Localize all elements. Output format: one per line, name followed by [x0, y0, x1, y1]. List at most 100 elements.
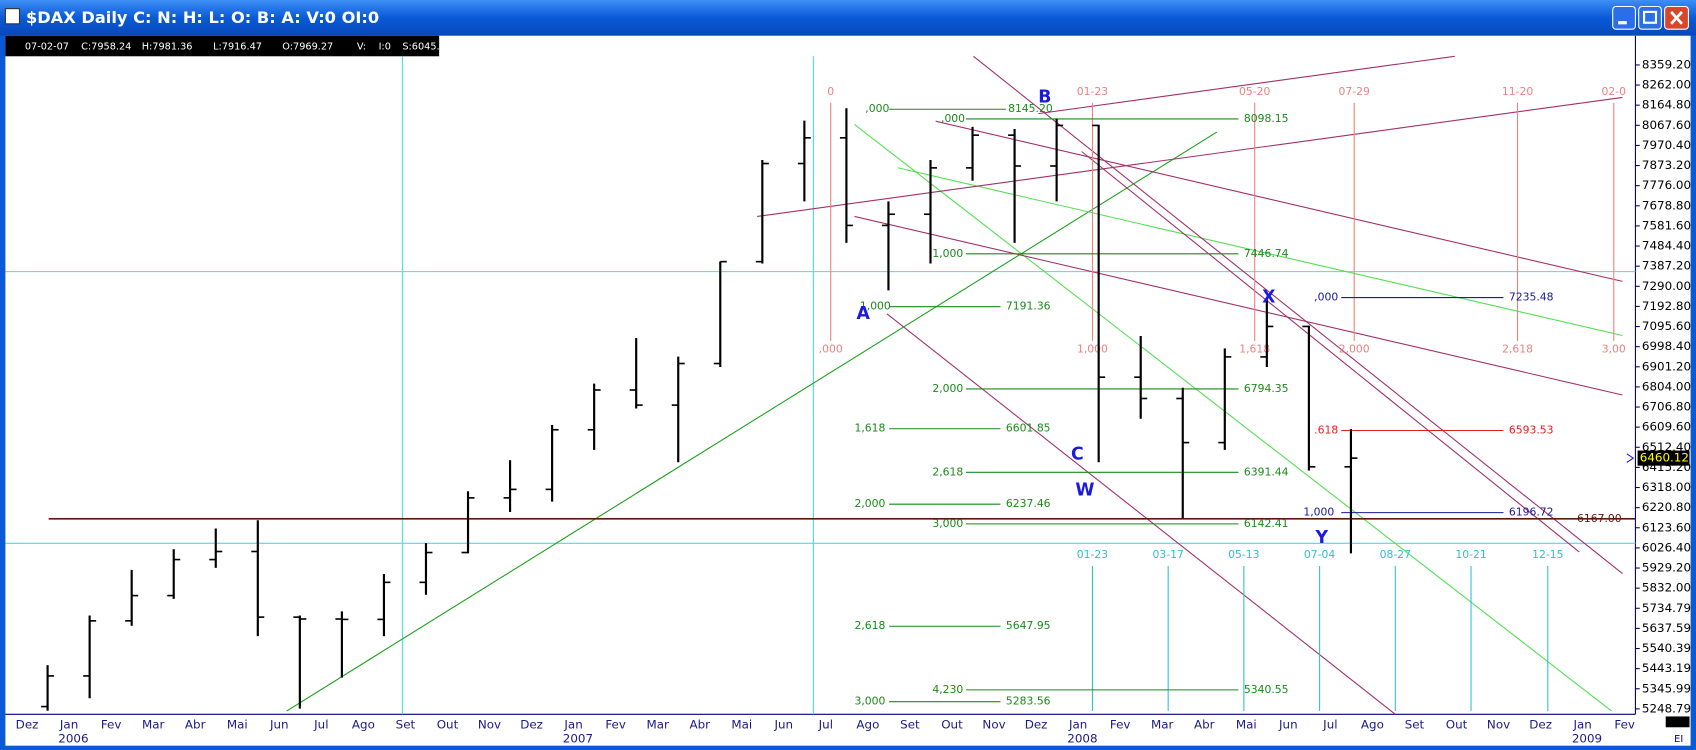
y-tick-label: 6318.00 [1642, 480, 1691, 494]
wave-label: C [1071, 445, 1084, 465]
year-label: 2006 [58, 732, 88, 746]
trend-line [1081, 151, 1580, 553]
time-cycle-ratio: 3,00 [1602, 343, 1626, 356]
info-field: 07-02-07 [25, 42, 69, 53]
time-cycle-date: 11-20 [1502, 85, 1533, 98]
x-tick-label: Fev [1110, 718, 1131, 732]
app-icon [4, 8, 21, 25]
x-tick-label: Mar [1151, 718, 1174, 732]
time-cycle-date: 12-15 [1532, 548, 1563, 561]
fib-price: 6794.35 [1244, 382, 1289, 395]
time-cycle-date: 03-17 [1152, 548, 1183, 561]
y-tick-label: 6512.40 [1642, 440, 1691, 454]
y-tick-label: 6026.40 [1642, 540, 1691, 554]
time-cycle-date: 0 [827, 85, 834, 98]
x-tick-label: Dez [16, 718, 39, 732]
support-label: 6167.00 [1577, 512, 1622, 525]
minimize-button[interactable] [1612, 5, 1636, 30]
info-bar [5, 35, 440, 57]
fib-ratio: .618 [1314, 423, 1338, 436]
x-tick-label: Abr [1194, 718, 1215, 732]
crosshair [5, 56, 1636, 715]
x-tick-label: Dez [520, 718, 543, 732]
last-price-label: 6460.12 [1640, 451, 1689, 465]
x-tick-label: Nov [478, 718, 501, 732]
y-tick-label: 6804.00 [1642, 379, 1691, 393]
x-tick-label: Jul [1322, 718, 1337, 732]
fib-price: 6142.41 [1244, 517, 1289, 530]
y-tick-label: 6706.80 [1642, 400, 1691, 414]
y-tick-label: 7776.00 [1642, 178, 1691, 192]
fib-price: 5647.95 [1006, 619, 1051, 632]
x-tick-label: Jul [313, 718, 328, 732]
time-cycle-ratio: 2,000 [1339, 343, 1370, 356]
x-tick-label: Abr [689, 718, 710, 732]
fib-ratio: 4,230 [932, 683, 963, 696]
time-cycle-ratio: ,000 [819, 343, 843, 356]
trend-line [854, 124, 1612, 712]
fib-ratio: ,000 [865, 102, 889, 115]
fib-ratio: 1,618 [854, 422, 885, 435]
y-tick-label: 6123.60 [1642, 520, 1691, 534]
x-tick-label: Mai [1236, 718, 1257, 732]
time-cycle-ratio: 1,618 [1239, 343, 1270, 356]
fib-ratio: 2,000 [932, 382, 963, 395]
year-label: 2009 [1572, 732, 1602, 746]
info-field: I:0 [379, 42, 391, 53]
time-cycle-date: 05-20 [1239, 85, 1270, 98]
info-field: S:6045.72 [402, 42, 452, 53]
y-tick-label: 6220.80 [1642, 500, 1691, 514]
y-tick-label: 7678.80 [1642, 198, 1691, 212]
y-tick-label: 5832.00 [1642, 581, 1691, 595]
year-label: 2007 [563, 732, 593, 746]
x-tick-label: Mar [142, 718, 165, 732]
last-price-box [1637, 450, 1690, 466]
x-tick-label: Jan [1068, 718, 1087, 732]
window-title: $DAX Daily C: N: H: L: O: B: A: V:0 OI:0 [26, 8, 379, 27]
fib-price: 6237.46 [1006, 497, 1051, 510]
fib-ratio: 3,000 [932, 517, 963, 530]
x-tick-label: Set [396, 718, 416, 732]
trend-line [854, 215, 1623, 396]
x-tick-label: Nov [1487, 718, 1510, 732]
fib-ratio: ,000 [941, 112, 965, 125]
wave-label: X [1262, 288, 1275, 308]
trend-line [973, 55, 1623, 575]
time-cycle-date: 08-27 [1380, 548, 1411, 561]
y-tick-label: 7290.00 [1642, 279, 1691, 293]
y-tick-label: 8359.20 [1642, 57, 1691, 71]
y-tick-label: 8164.80 [1642, 98, 1691, 112]
y-tick-label: 5443.19 [1642, 661, 1691, 675]
fib-price: 6601.85 [1006, 422, 1051, 435]
fib-ratio: 2,618 [932, 465, 963, 478]
x-tick-label: Out [1446, 718, 1468, 732]
maximize-button[interactable] [1638, 5, 1662, 30]
y-tick-label: 8262.00 [1642, 78, 1691, 92]
fib-price: 8098.15 [1244, 112, 1289, 125]
y-tick-label: 5540.39 [1642, 641, 1691, 655]
time-cycle-date: 10-21 [1455, 548, 1486, 561]
info-field: H:7981.36 [142, 42, 193, 53]
y-tick-label: 5734.79 [1642, 601, 1691, 615]
scroll-widget[interactable] [1665, 716, 1690, 728]
x-tick-label: Jul [818, 718, 833, 732]
last-price-arrow [1626, 453, 1635, 463]
x-tick-label: Mai [227, 718, 248, 732]
x-tick-label: Ago [856, 718, 879, 732]
x-tick-label: Jan [563, 718, 582, 732]
x-tick-label: Nov [982, 718, 1005, 732]
x-tick-label: Abr [185, 718, 206, 732]
info-field: L:7916.47 [213, 42, 262, 53]
y-tick-label: 7581.60 [1642, 218, 1691, 232]
x-tick-label: Jan [59, 718, 78, 732]
x-tick-label: Set [1405, 718, 1425, 732]
time-cycle-ratio: 2,618 [1502, 343, 1533, 356]
x-tick-label: Dez [1025, 718, 1048, 732]
fib-ratio: 2,000 [854, 497, 885, 510]
x-tick-label: Jun [774, 718, 794, 732]
close-icon [1670, 10, 1683, 25]
y-tick-label: 8067.60 [1642, 118, 1691, 132]
x-tick-label: Jun [269, 718, 289, 732]
x-tick-label: Out [437, 718, 459, 732]
